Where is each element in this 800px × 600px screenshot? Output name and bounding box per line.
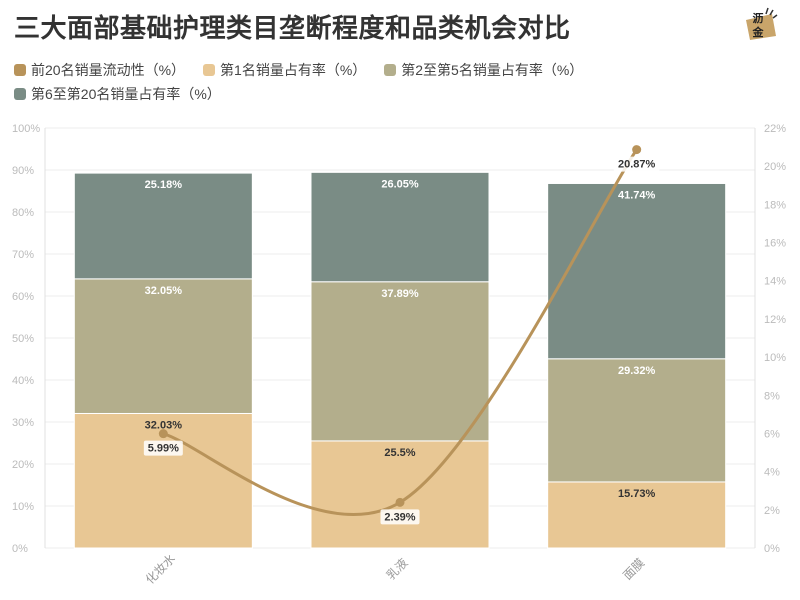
bar-value-label: 32.03% [145, 419, 183, 431]
liquidity-value-label: 20.87% [618, 159, 656, 171]
y-left-tick-label: 90% [12, 165, 34, 177]
bar-value-label: 25.5% [384, 447, 415, 459]
y-right-tick-label: 18% [764, 199, 786, 211]
bar-segment [73, 412, 253, 549]
y-left-tick-label: 40% [12, 375, 34, 387]
liquidity-value-label: 2.39% [384, 511, 415, 523]
bar-value-label: 29.32% [618, 365, 656, 377]
x-category-label: 面膜 [620, 556, 647, 583]
liquidity-point [158, 429, 168, 439]
bar-value-label: 32.05% [145, 285, 183, 297]
y-left-tick-label: 70% [12, 249, 34, 261]
bar-segment [547, 481, 727, 549]
chart-legend: 前20名销量流动性（%） 第1名销量占有率（%） 第2至第5名销量占有率（%） … [14, 60, 654, 104]
bar-segment [310, 281, 490, 442]
y-left-tick-label: 10% [12, 501, 34, 513]
y-right-tick-label: 0% [764, 543, 780, 555]
y-right-tick-label: 20% [764, 161, 786, 173]
bar-value-label: 37.89% [381, 288, 419, 300]
legend-swatch [203, 64, 216, 76]
legend-swatch [14, 64, 26, 76]
liquidity-label-bg [380, 509, 420, 525]
y-left-tick-label: 100% [12, 123, 40, 135]
legend-label: 第2至第5名销量占有率（%） [401, 62, 584, 78]
liquidity-line [162, 148, 638, 517]
bar-segment [73, 278, 253, 414]
bar-value-label: 15.73% [618, 488, 656, 500]
legend-swatch [14, 88, 26, 100]
y-right-tick-label: 6% [764, 428, 780, 440]
y-right-tick-label: 8% [764, 390, 780, 402]
liquidity-label-bg [613, 156, 660, 172]
y-right-tick-label: 12% [764, 314, 786, 326]
bar-segment [73, 172, 253, 280]
lijin-logo-icon: 沥 金 [746, 7, 778, 40]
y-right-tick-label: 10% [764, 352, 786, 364]
legend-item-liquidity: 前20名销量流动性（%） [14, 60, 185, 80]
bar-segment [547, 182, 727, 360]
chart-title: 三大面部基础护理类目垄断程度和品类机会对比 [14, 13, 571, 43]
logo-text-bottom: 金 [752, 25, 765, 39]
y-left-tick-label: 80% [12, 207, 34, 219]
legend-item-top6-20: 第6至第20名销量占有率（%） [14, 84, 221, 104]
bar-value-label: 41.74% [618, 189, 656, 201]
bar-value-label: 26.05% [381, 178, 419, 190]
y-left-tick-label: 20% [12, 459, 34, 471]
y-left-tick-label: 50% [12, 333, 34, 345]
y-right-tick-label: 4% [764, 467, 780, 479]
liquidity-point [632, 145, 642, 155]
x-category-label: 乳液 [383, 555, 411, 583]
legend-label: 第6至第20名销量占有率（%） [31, 86, 221, 102]
liquidity-label-bg [143, 440, 183, 456]
liquidity-point [395, 497, 405, 507]
y-right-tick-label: 16% [764, 238, 786, 250]
legend-label: 前20名销量流动性（%） [31, 62, 186, 78]
y-left-tick-label: 30% [12, 417, 34, 429]
bar-segment [310, 171, 490, 283]
liquidity-value-label: 5.99% [148, 443, 179, 455]
y-left-tick-label: 60% [12, 291, 34, 303]
bar-value-label: 25.18% [145, 179, 183, 191]
legend-item-top2-5: 第2至第5名销量占有率（%） [384, 60, 583, 80]
y-right-tick-label: 22% [764, 123, 786, 135]
y-right-tick-label: 2% [764, 505, 780, 517]
x-category-label: 化妆水 [143, 551, 178, 586]
logo-text-top: 沥 [753, 11, 764, 25]
bar-segment [310, 440, 490, 549]
legend-swatch [384, 64, 397, 76]
legend-item-top1: 第1名销量占有率（%） [203, 60, 366, 80]
y-left-tick-label: 0% [12, 543, 28, 555]
legend-label: 第1名销量占有率（%） [220, 62, 367, 78]
y-right-tick-label: 14% [764, 276, 786, 288]
bar-segment [547, 358, 727, 483]
